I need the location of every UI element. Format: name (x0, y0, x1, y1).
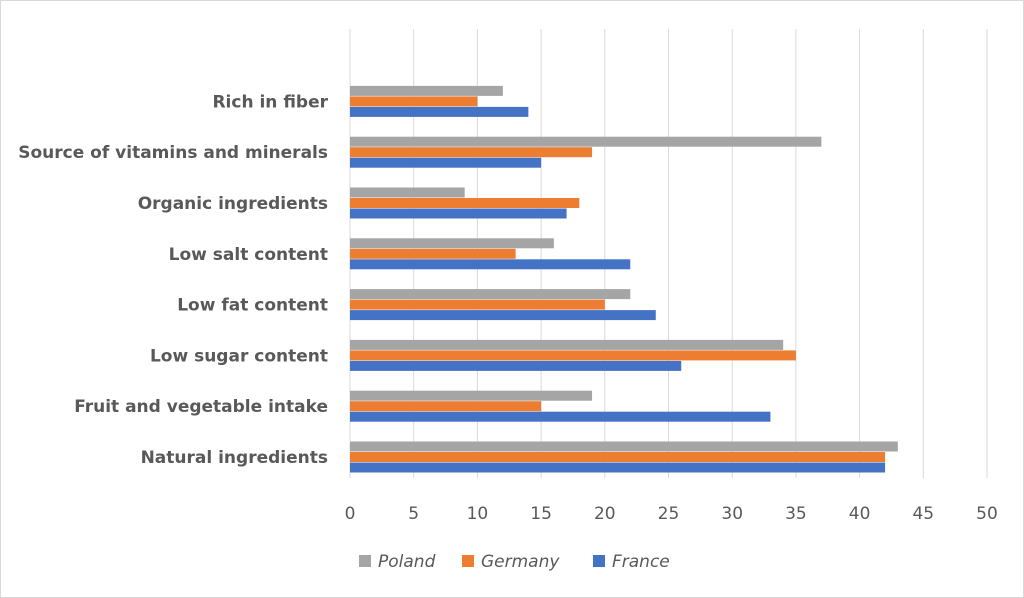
x-tick-label: 30 (721, 504, 743, 524)
x-tick-labels: 0 5 10 15 20 25 30 35 40 45 50 (345, 504, 998, 524)
bar-germany-5 (350, 198, 580, 208)
x-tick-label: 25 (658, 504, 680, 524)
category-label: Organic ingredients (138, 194, 328, 214)
bar-france-1 (350, 411, 771, 422)
category-label: Source of vitamins and minerals (18, 143, 328, 163)
x-tick-label: 0 (345, 504, 356, 524)
bar-poland-3 (350, 289, 631, 300)
x-tick-label: 5 (408, 504, 419, 524)
legend: Poland Germany France (359, 552, 670, 572)
category-label: Low sugar content (150, 346, 328, 366)
bar-france-2 (350, 360, 682, 371)
category-label: Rich in fiber (212, 92, 328, 112)
x-tick-label: 45 (912, 504, 934, 524)
bar-germany-7 (350, 96, 478, 107)
bar-poland-5 (350, 187, 465, 198)
bar-france-3 (350, 310, 656, 321)
category-label: Low salt content (169, 245, 328, 265)
bar-poland-7 (350, 85, 503, 96)
bar-poland-2 (350, 339, 784, 350)
bar-germany-0 (350, 452, 886, 462)
legend-label-germany: Germany (481, 552, 560, 572)
bar-france-4 (350, 259, 631, 270)
legend-swatch-france (593, 555, 605, 567)
bar-france-0 (350, 462, 886, 473)
category-labels: Natural ingredients Fruit and vegetable i… (18, 92, 328, 468)
bar-poland-4 (350, 238, 554, 249)
x-tick-label: 35 (785, 504, 807, 524)
legend-swatch-germany (462, 555, 474, 567)
x-tick-label: 40 (849, 504, 871, 524)
x-tick-label: 10 (467, 504, 489, 524)
category-label: Low fat content (177, 296, 328, 316)
x-tick-label: 50 (976, 504, 998, 524)
bar-france-5 (350, 208, 567, 219)
category-label: Natural ingredients (141, 448, 328, 468)
bar-france-7 (350, 106, 529, 117)
bar-poland-1 (350, 390, 593, 401)
bar-germany-6 (350, 147, 593, 158)
x-tick-label: 20 (594, 504, 616, 524)
bars (350, 85, 898, 473)
bar-germany-3 (350, 299, 605, 310)
bar-germany-1 (350, 401, 542, 412)
bar-germany-4 (350, 248, 516, 259)
legend-swatch-poland (359, 555, 371, 567)
bar-poland-6 (350, 136, 822, 147)
bar-france-6 (350, 157, 542, 168)
legend-label-poland: Poland (378, 552, 436, 572)
bar-poland-0 (350, 441, 898, 452)
category-label: Fruit and vegetable intake (74, 397, 328, 417)
bar-germany-2 (350, 350, 796, 361)
legend-label-france: France (612, 552, 670, 572)
x-tick-label: 15 (530, 504, 552, 524)
